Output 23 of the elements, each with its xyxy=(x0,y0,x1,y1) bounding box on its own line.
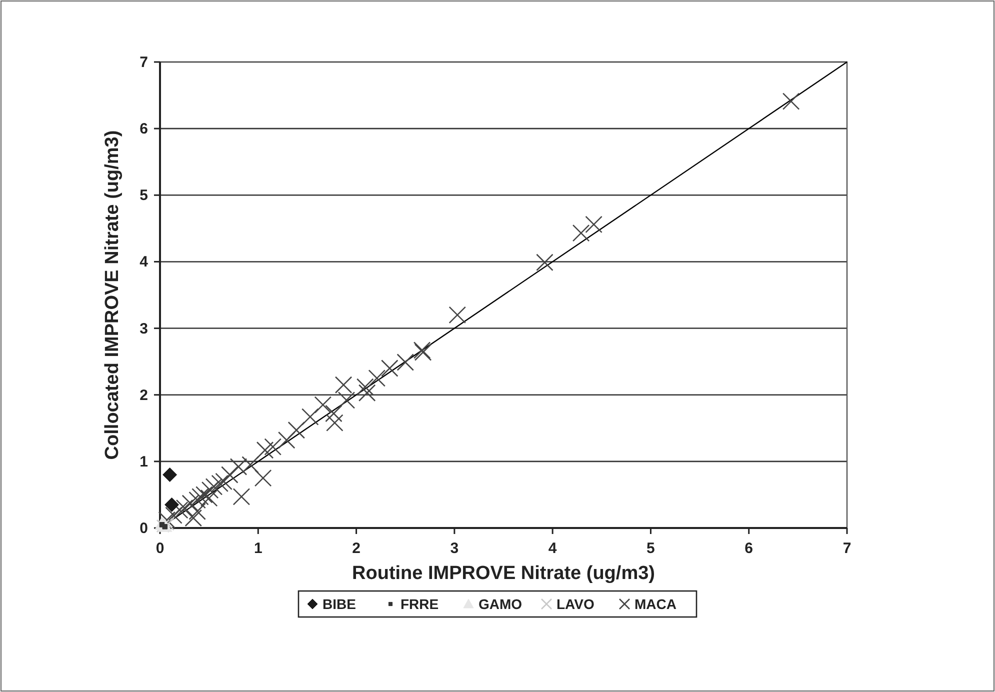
x-tick-label: 1 xyxy=(254,540,262,557)
y-tick-label: 1 xyxy=(140,453,148,470)
y-tick-label: 7 xyxy=(140,54,148,71)
legend-label: BIBE xyxy=(322,596,356,612)
legend-label: LAVO xyxy=(556,596,594,612)
x-tick-label: 0 xyxy=(156,540,164,557)
x-tick-label: 2 xyxy=(352,540,360,557)
x-tick-label: 6 xyxy=(744,540,754,557)
y-tick-label: 3 xyxy=(140,320,148,338)
x-tick-label: 3 xyxy=(450,540,459,557)
y-tick-label: 6 xyxy=(140,120,148,138)
y-tick-label: 0 xyxy=(140,520,148,537)
legend-label: FRRE xyxy=(400,596,439,612)
x-tick-label: 4 xyxy=(548,540,558,557)
y-tick-label: 5 xyxy=(140,187,148,204)
x-axis-title: Routine IMPROVE Nitrate (ug/m3) xyxy=(352,563,655,584)
legend-label: GAMO xyxy=(478,596,522,612)
y-tick-label: 2 xyxy=(140,386,148,404)
y-axis-title: Collocated IMPROVE Nitrate (ug/m3) xyxy=(102,130,123,460)
x-tick-label: 7 xyxy=(842,540,852,557)
y-tick-label: 4 xyxy=(140,254,149,271)
legend-label: MACA xyxy=(634,596,676,612)
x-tick-label: 5 xyxy=(646,540,655,557)
